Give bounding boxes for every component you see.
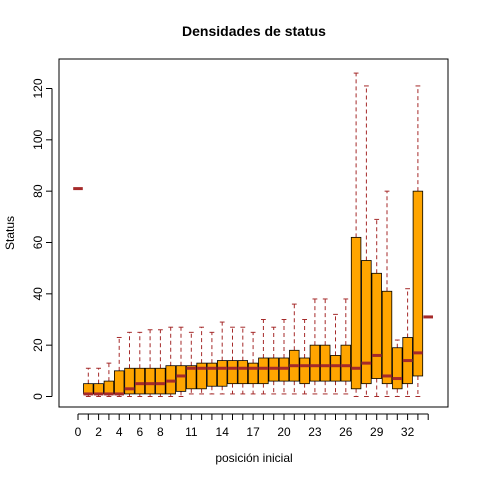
- y-tick-label: 60: [31, 236, 45, 250]
- box-17: [247, 331, 259, 395]
- x-tick-label: 14: [216, 425, 230, 439]
- x-axis: 0 2 4 6 8 11 14 17 20 23 26 29 32: [75, 413, 429, 439]
- box-14: [216, 321, 228, 395]
- box-iqr: [114, 370, 125, 395]
- box-iqr: [371, 272, 382, 379]
- box-6: [134, 331, 146, 397]
- box-9: [165, 326, 176, 397]
- box-31: [392, 339, 403, 397]
- x-tick-label: 4: [116, 425, 123, 439]
- box-iqr: [412, 190, 424, 377]
- box-iqr: [237, 360, 249, 385]
- box-8: [155, 329, 166, 397]
- box-iqr: [319, 344, 331, 382]
- y-tick-label: 100: [31, 130, 45, 150]
- x-tick-label: 29: [370, 425, 384, 439]
- box-iqr: [155, 367, 166, 395]
- y-tick-label: 0: [31, 393, 45, 400]
- box-11: [186, 331, 197, 395]
- box-15: [227, 326, 238, 395]
- box-24: [319, 298, 331, 395]
- box-iqr: [350, 236, 362, 390]
- box-21: [289, 303, 300, 395]
- box-25: [330, 313, 341, 395]
- x-tick-label: 20: [277, 425, 291, 439]
- x-axis-label: posición inicial: [215, 451, 292, 465]
- box-13: [206, 331, 218, 395]
- box-29: [371, 218, 382, 397]
- x-tick-label: 6: [136, 425, 143, 439]
- x-tick-label: 0: [75, 425, 82, 439]
- box-27: [350, 72, 362, 397]
- box-5: [124, 331, 135, 397]
- boxes-layer: [73, 72, 433, 397]
- box-iqr: [196, 362, 207, 390]
- x-tick-label: 2: [95, 425, 102, 439]
- box-26: [340, 298, 352, 395]
- x-tick-label: 11: [185, 425, 198, 439]
- box-iqr: [392, 347, 403, 390]
- box-20: [278, 319, 290, 395]
- box-4: [114, 336, 125, 397]
- y-axis-label: Status: [3, 216, 17, 250]
- box-iqr: [134, 367, 146, 395]
- box-iqr: [93, 383, 104, 395]
- box-32: [402, 288, 413, 397]
- box-iqr: [124, 367, 135, 395]
- y-tick-label: 80: [31, 184, 45, 198]
- x-tick-label: 17: [246, 425, 260, 439]
- box-7: [144, 329, 156, 397]
- box-2: [93, 367, 104, 397]
- box-iqr: [299, 357, 310, 385]
- x-tick-label: 23: [308, 425, 322, 439]
- box-iqr: [361, 260, 372, 385]
- box-iqr: [206, 362, 218, 387]
- box-10: [175, 326, 187, 397]
- box-iqr: [258, 357, 269, 385]
- box-iqr: [340, 344, 352, 382]
- box-iqr: [175, 365, 187, 392]
- chart-title: Densidades de status: [182, 23, 326, 39]
- x-tick-label: 32: [401, 425, 415, 439]
- box-iqr: [247, 362, 259, 385]
- y-axis: 0 20 40 60 80 100 120: [31, 78, 53, 400]
- box-19: [268, 326, 279, 395]
- box-iqr: [144, 367, 156, 395]
- box-iqr: [216, 360, 228, 387]
- box-30: [381, 190, 393, 397]
- plot-frame: [58, 58, 449, 408]
- box-iqr: [83, 383, 94, 395]
- y-tick-label: 20: [31, 338, 45, 352]
- box-12: [196, 326, 207, 395]
- y-tick-label: 40: [31, 287, 45, 301]
- box-28: [361, 85, 372, 397]
- box-23: [309, 298, 321, 395]
- box-18: [258, 319, 269, 395]
- box-iqr: [227, 360, 238, 385]
- y-tick-label: 120: [31, 78, 45, 98]
- x-tick-label: 26: [339, 425, 353, 439]
- box-33: [412, 85, 424, 397]
- box-iqr: [309, 344, 321, 382]
- box-iqr: [103, 380, 115, 395]
- box-iqr: [381, 290, 393, 385]
- x-tick-label: 8: [157, 425, 164, 439]
- box-iqr: [186, 365, 197, 390]
- box-iqr: [330, 355, 341, 382]
- box-16: [237, 326, 249, 395]
- box-3: [103, 362, 115, 397]
- box-1: [83, 367, 94, 397]
- box-22: [299, 319, 310, 395]
